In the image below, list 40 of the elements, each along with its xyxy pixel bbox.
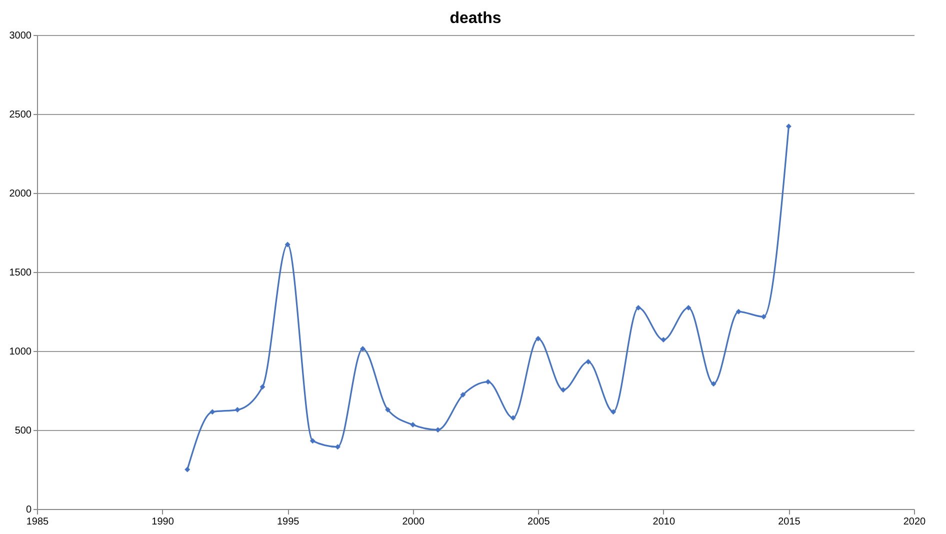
point (184, 466, 190, 472)
y-tick-label: 3000 (9, 30, 32, 42)
x-tick-label: 1995 (276, 516, 300, 528)
point (686, 304, 692, 310)
x-tick-label: 1985 (26, 516, 50, 528)
x-tick-label: 2010 (652, 516, 676, 528)
y-tick-label: 0 (26, 504, 32, 516)
y-tick-label: 1500 (9, 268, 32, 278)
point (510, 415, 516, 421)
point (760, 314, 766, 320)
point (284, 242, 290, 248)
point (736, 308, 742, 314)
y-tick-label: 1000 (9, 346, 32, 358)
point (385, 407, 391, 413)
point (535, 336, 541, 342)
point (435, 427, 441, 433)
x-tick-label: 1990 (152, 516, 174, 528)
chart-title: deaths (450, 10, 502, 27)
point (410, 422, 416, 428)
y-tick-label: 500 (14, 426, 32, 436)
point (710, 381, 716, 387)
point (460, 392, 466, 398)
x-tick-label: 2020 (903, 516, 926, 528)
x-tick-label: 2000 (402, 516, 425, 528)
point (310, 438, 316, 444)
point (234, 407, 240, 413)
point (786, 124, 792, 130)
x-tick-label: 2015 (778, 516, 801, 528)
y-tick-label: 2500 (9, 110, 32, 120)
point (560, 387, 566, 393)
y-tick-label: 2000 (9, 188, 32, 200)
point (260, 384, 266, 390)
point (636, 304, 642, 310)
point (660, 337, 666, 343)
point (360, 346, 366, 352)
point (485, 379, 491, 385)
point (586, 359, 591, 364)
x-tick-label: 2005 (528, 516, 550, 528)
point (210, 409, 216, 415)
point (610, 409, 616, 415)
